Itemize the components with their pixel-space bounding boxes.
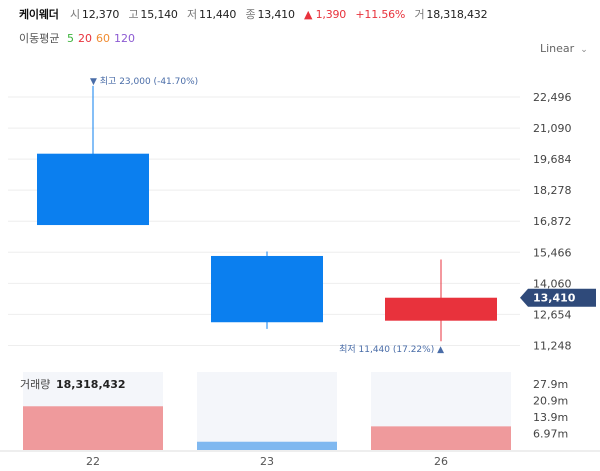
moving-average-period: 60 <box>95 32 110 45</box>
moving-average-periods: 5 20 60 120 <box>67 32 139 45</box>
open-label: 시 <box>69 8 80 21</box>
stock-name: 케이웨더 <box>19 8 59 21</box>
moving-average-period: 5 <box>66 32 74 45</box>
current-price-label: 13,410 <box>533 292 576 305</box>
volume-tick-label: 13.9m <box>533 411 568 424</box>
moving-average-legend[interactable]: 이동평균 5 20 60 120 <box>19 30 139 46</box>
x-tick-label: 26 <box>434 455 448 468</box>
volume-tick-label: 6.97m <box>533 428 568 441</box>
y-tick-label: 22,496 <box>533 91 572 104</box>
volume-bar <box>197 441 337 450</box>
high-annotation: ▼ 최고 23,000 (-41.70%) <box>90 76 198 87</box>
low-annotation: 최저 11,440 (17.22%) ▲ <box>339 344 444 355</box>
volume-tick-label: 27.9m <box>533 378 568 391</box>
volume-label: 거 <box>414 8 425 21</box>
open-value: 12,370 <box>81 8 120 21</box>
current-price-tag <box>520 288 596 307</box>
volume-title-label: 거래량 <box>20 378 50 391</box>
y-tick-label: 18,278 <box>533 184 572 197</box>
moving-average-period: 120 <box>113 32 135 45</box>
close-label: 종 <box>245 8 256 21</box>
candle-body <box>211 255 323 323</box>
moving-average-period: 20 <box>77 32 92 45</box>
change-up-icon: ▲ <box>304 8 313 21</box>
y-tick-label: 16,872 <box>533 215 572 228</box>
candle-body <box>37 153 149 226</box>
y-tick-label: 14,060 <box>533 277 572 290</box>
moving-average-label: 이동평균 <box>19 32 60 45</box>
x-tick-label: 23 <box>260 455 274 468</box>
price-header: 케이웨더 시 12,370 고 15,140 저 11,440 종 13,410 ▲ 1… <box>19 6 493 22</box>
y-tick-label: 15,466 <box>533 246 572 259</box>
change-value: 1,390 <box>315 8 347 21</box>
scale-label: Linear <box>540 42 575 55</box>
high-label: 고 <box>128 8 139 21</box>
volume-bar <box>371 426 511 450</box>
volume-panel-bg <box>197 372 337 450</box>
y-tick-label: 19,684 <box>533 153 572 166</box>
y-tick-label: 21,090 <box>533 122 572 135</box>
chevron-down-icon: ⌄ <box>580 45 588 55</box>
high-value: 15,140 <box>140 8 178 21</box>
volume-title-value: 18,318,432 <box>56 378 126 391</box>
volume-bar <box>23 406 163 450</box>
low-label: 저 <box>187 8 197 21</box>
x-tick-label: 22 <box>86 455 100 468</box>
y-tick-label: 12,654 <box>533 308 572 321</box>
volume-value: 18,318,432 <box>426 8 488 21</box>
low-value: 11,440 <box>198 8 237 21</box>
y-tick-label: 11,248 <box>533 339 572 352</box>
close-value: 13,410 <box>257 8 295 21</box>
volume-tick-label: 20.9m <box>533 395 568 408</box>
candle-body <box>385 297 497 321</box>
change-percent: +11.56% <box>355 8 406 21</box>
scale-selector[interactable]: Linear ⌄ <box>540 42 588 55</box>
